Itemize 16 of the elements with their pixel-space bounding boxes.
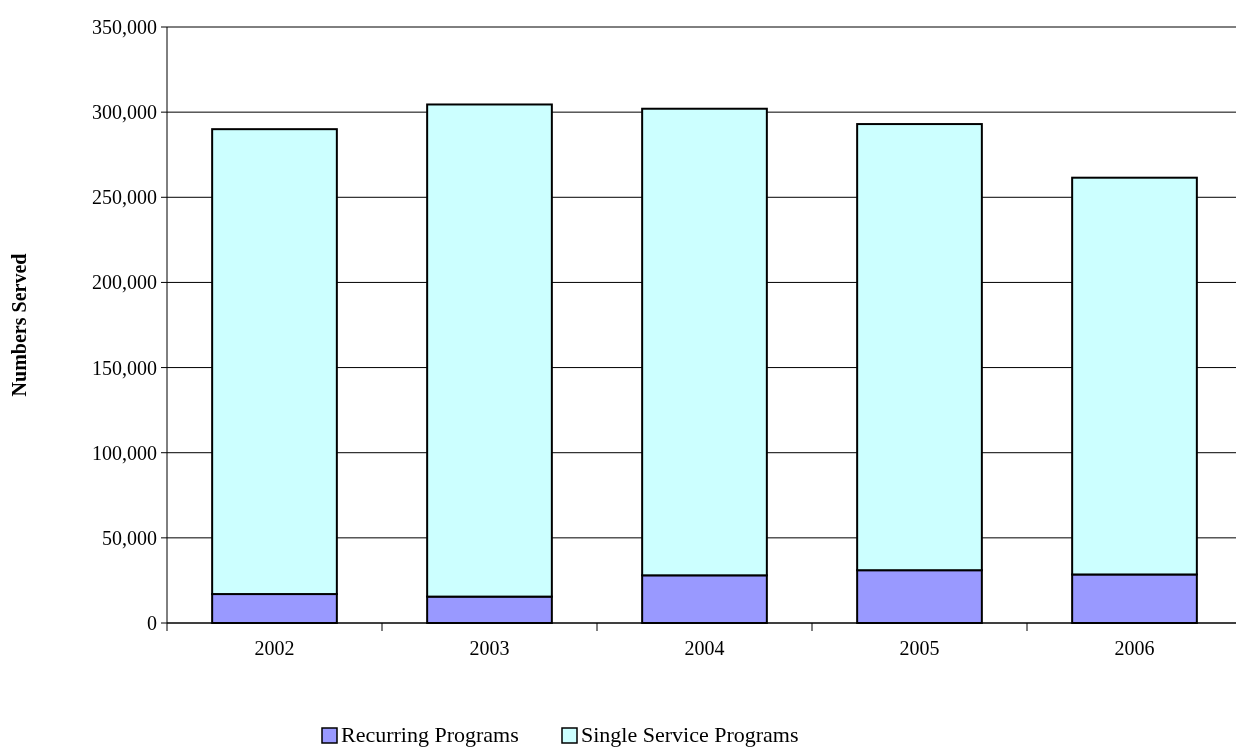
y-tick-label: 300,000 — [92, 101, 157, 124]
y-tick-label: 350,000 — [92, 16, 157, 38]
y-tick-label: 250,000 — [92, 186, 157, 209]
y-tick-label: 0 — [147, 612, 157, 634]
x-tick-label: 2004 — [684, 637, 725, 659]
x-tick-label: 2002 — [254, 637, 295, 659]
x-tick-label: 2006 — [1114, 637, 1155, 659]
legend-label: Single Service Programs — [581, 722, 799, 747]
y-tick-label: 100,000 — [92, 441, 157, 464]
y-tick-label: 200,000 — [92, 271, 157, 294]
x-tick-label: 2005 — [899, 637, 940, 659]
y-tick-label: 150,000 — [92, 356, 157, 379]
y-tick-label: 50,000 — [102, 526, 157, 549]
legend-label: Recurring Programs — [341, 722, 519, 747]
y-axis-title: Numbers Served — [8, 253, 30, 397]
x-tick-label: 2003 — [469, 637, 510, 659]
